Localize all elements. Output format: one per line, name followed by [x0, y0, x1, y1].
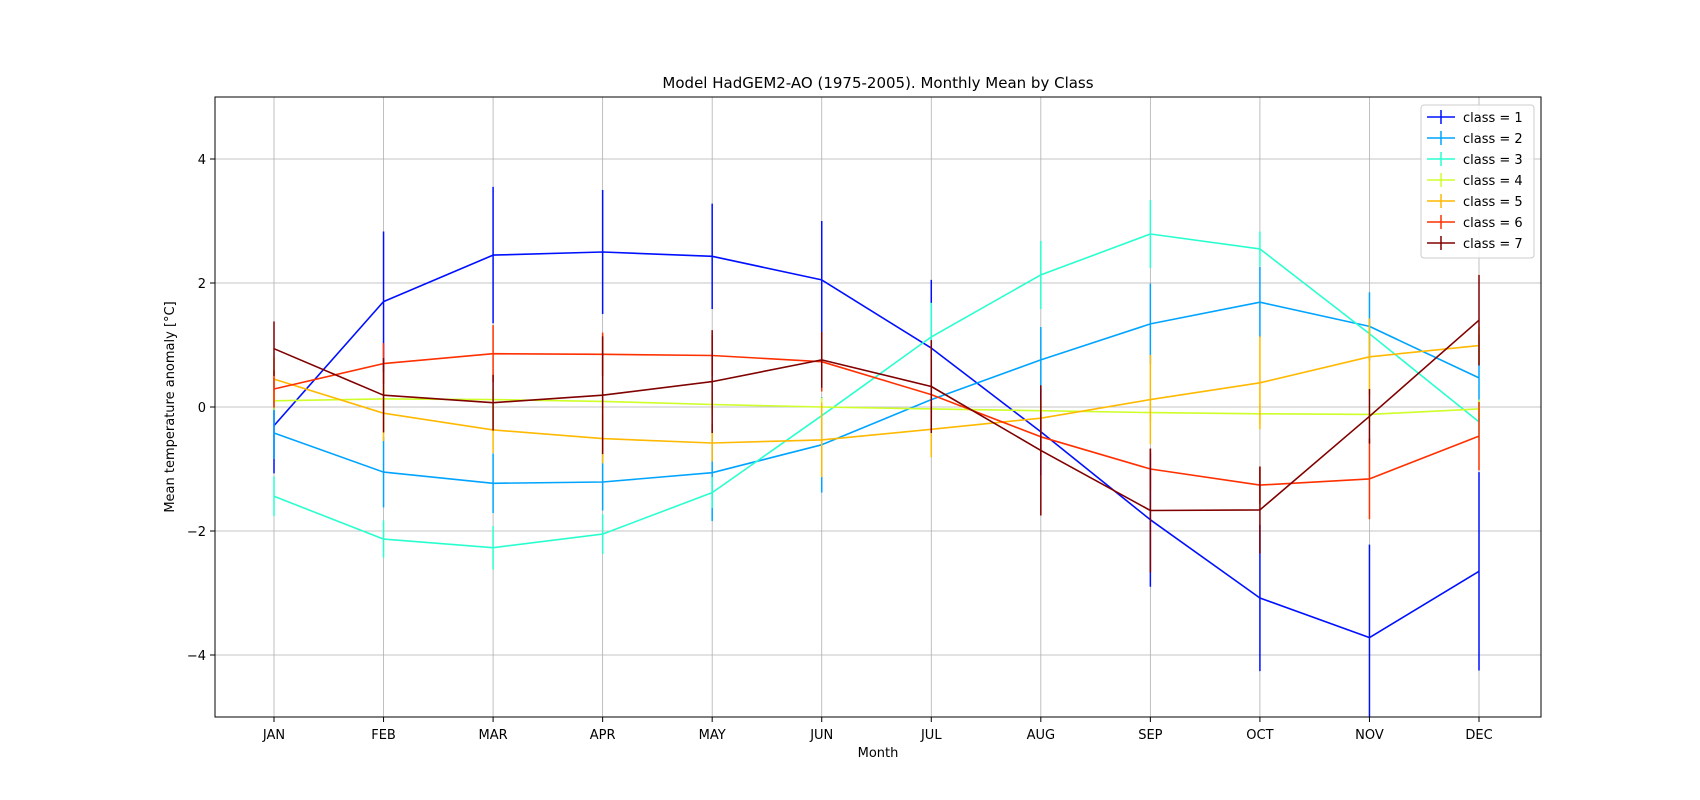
series-line	[273, 251, 1480, 639]
x-tick-label: JUL	[920, 728, 942, 743]
series-class-1	[273, 186, 1480, 717]
y-tick-label: 4	[198, 153, 206, 168]
x-tick-label: MAY	[699, 728, 726, 743]
x-tick-label: OCT	[1246, 728, 1273, 743]
series-line	[273, 319, 1480, 512]
legend-item: class = 7	[1427, 236, 1523, 252]
x-tick-label: FEB	[371, 728, 396, 743]
series-line	[273, 352, 1480, 486]
legend-item: class = 6	[1427, 215, 1523, 231]
x-tick-label: NOV	[1355, 728, 1384, 743]
series-group	[273, 186, 1480, 717]
chart-title: Model HadGEM2-AO (1975-2005). Monthly Me…	[662, 74, 1093, 92]
legend-label: class = 3	[1463, 153, 1523, 168]
x-tick-label: AUG	[1027, 728, 1055, 743]
x-tick-label: SEP	[1138, 728, 1162, 743]
legend-label: class = 2	[1463, 132, 1523, 147]
y-tick-label: 0	[198, 401, 206, 416]
legend-label: class = 4	[1463, 174, 1523, 189]
legend-label: class = 1	[1463, 111, 1523, 126]
legend-label: class = 6	[1463, 216, 1523, 231]
series-class-5	[273, 318, 1480, 478]
grid	[215, 97, 1541, 717]
legend-box	[1420, 104, 1535, 259]
y-tick-label: −4	[187, 649, 206, 664]
legend-label: class = 5	[1463, 195, 1523, 210]
legend-item: class = 4	[1427, 173, 1523, 189]
x-tick-label: JUN	[809, 728, 833, 743]
series-line	[273, 233, 1480, 549]
series-line	[273, 344, 1480, 444]
x-tick-label: DEC	[1465, 728, 1492, 743]
y-axis-label: Mean temperature anomaly [°C]	[163, 301, 178, 512]
series-class-3	[273, 199, 1480, 570]
legend-item: class = 2	[1427, 131, 1523, 147]
x-axis-label: Month	[858, 746, 899, 761]
y-tick-label: −2	[187, 525, 206, 540]
legend-label: class = 7	[1463, 237, 1523, 252]
x-tick-label: APR	[590, 728, 616, 743]
legend-item: class = 3	[1427, 152, 1523, 168]
x-tick-label: MAR	[479, 728, 508, 743]
y-tick-label: 2	[198, 277, 206, 292]
legend-item: class = 1	[1427, 110, 1523, 126]
axis-ticks: JAN FEB MAR APR MAY JUN JUL AUG SEP OCT NOV DEC −4 −2…	[187, 153, 1493, 743]
series-class-7	[273, 274, 1480, 573]
legend: class = 1 class = 2 class = 3 class = 4 clas…	[1420, 104, 1535, 259]
series-line	[273, 398, 1480, 416]
series-line	[273, 301, 1480, 485]
x-tick-label: JAN	[262, 728, 285, 743]
legend-item: class = 5	[1427, 194, 1523, 210]
